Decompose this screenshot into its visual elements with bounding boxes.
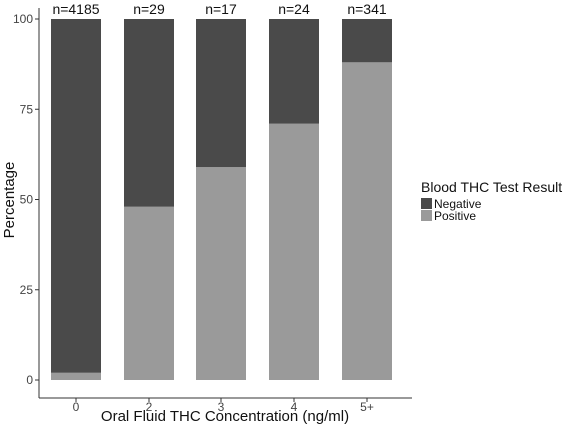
x-tick-label: 2 xyxy=(146,400,153,414)
y-tick-label: 75 xyxy=(20,102,34,116)
annotations-group: n=4185 n=29 n=17 n=24 n=341 xyxy=(52,1,386,17)
y-tick-label: 0 xyxy=(26,373,33,387)
y-tick-label: 25 xyxy=(20,283,34,297)
bar-positive-2 xyxy=(124,206,174,380)
bar-count-label: n=29 xyxy=(133,1,165,17)
bar-positive-5plus xyxy=(342,62,392,380)
bar-count-label: n=341 xyxy=(347,1,387,17)
bar-positive-3 xyxy=(196,167,246,380)
y-tick-label: 50 xyxy=(20,193,34,207)
bar-negative-2 xyxy=(124,19,174,207)
bar-negative-5plus xyxy=(342,19,392,63)
y-tick-label: 100 xyxy=(13,12,33,26)
legend-label-negative: Negative xyxy=(434,197,482,211)
y-ticks-group: 0 25 50 75 100 xyxy=(13,12,39,387)
bar-positive-4 xyxy=(269,123,319,380)
bar-negative-3 xyxy=(196,19,246,168)
x-tick-label: 4 xyxy=(291,400,298,414)
bar-count-label: n=4185 xyxy=(52,1,99,17)
x-ticks-group: 0 2 3 4 5+ xyxy=(73,398,374,414)
legend-swatch-negative xyxy=(421,198,432,209)
bar-negative-0 xyxy=(51,19,101,373)
x-tick-label: 3 xyxy=(218,400,225,414)
bars-group xyxy=(51,19,392,380)
x-tick-label: 0 xyxy=(73,400,80,414)
y-axis-label: Percentage xyxy=(1,162,18,239)
bar-count-label: n=24 xyxy=(278,1,310,17)
legend-swatch-positive xyxy=(421,210,432,221)
x-axis-label: Oral Fluid THC Concentration (ng/ml) xyxy=(101,408,349,425)
x-tick-label: 5+ xyxy=(360,400,374,414)
legend-title: Blood THC Test Result xyxy=(421,179,562,195)
bar-negative-4 xyxy=(269,19,319,124)
bar-positive-0 xyxy=(51,372,101,380)
legend-label-positive: Positive xyxy=(434,209,476,223)
bar-count-label: n=17 xyxy=(205,1,237,17)
